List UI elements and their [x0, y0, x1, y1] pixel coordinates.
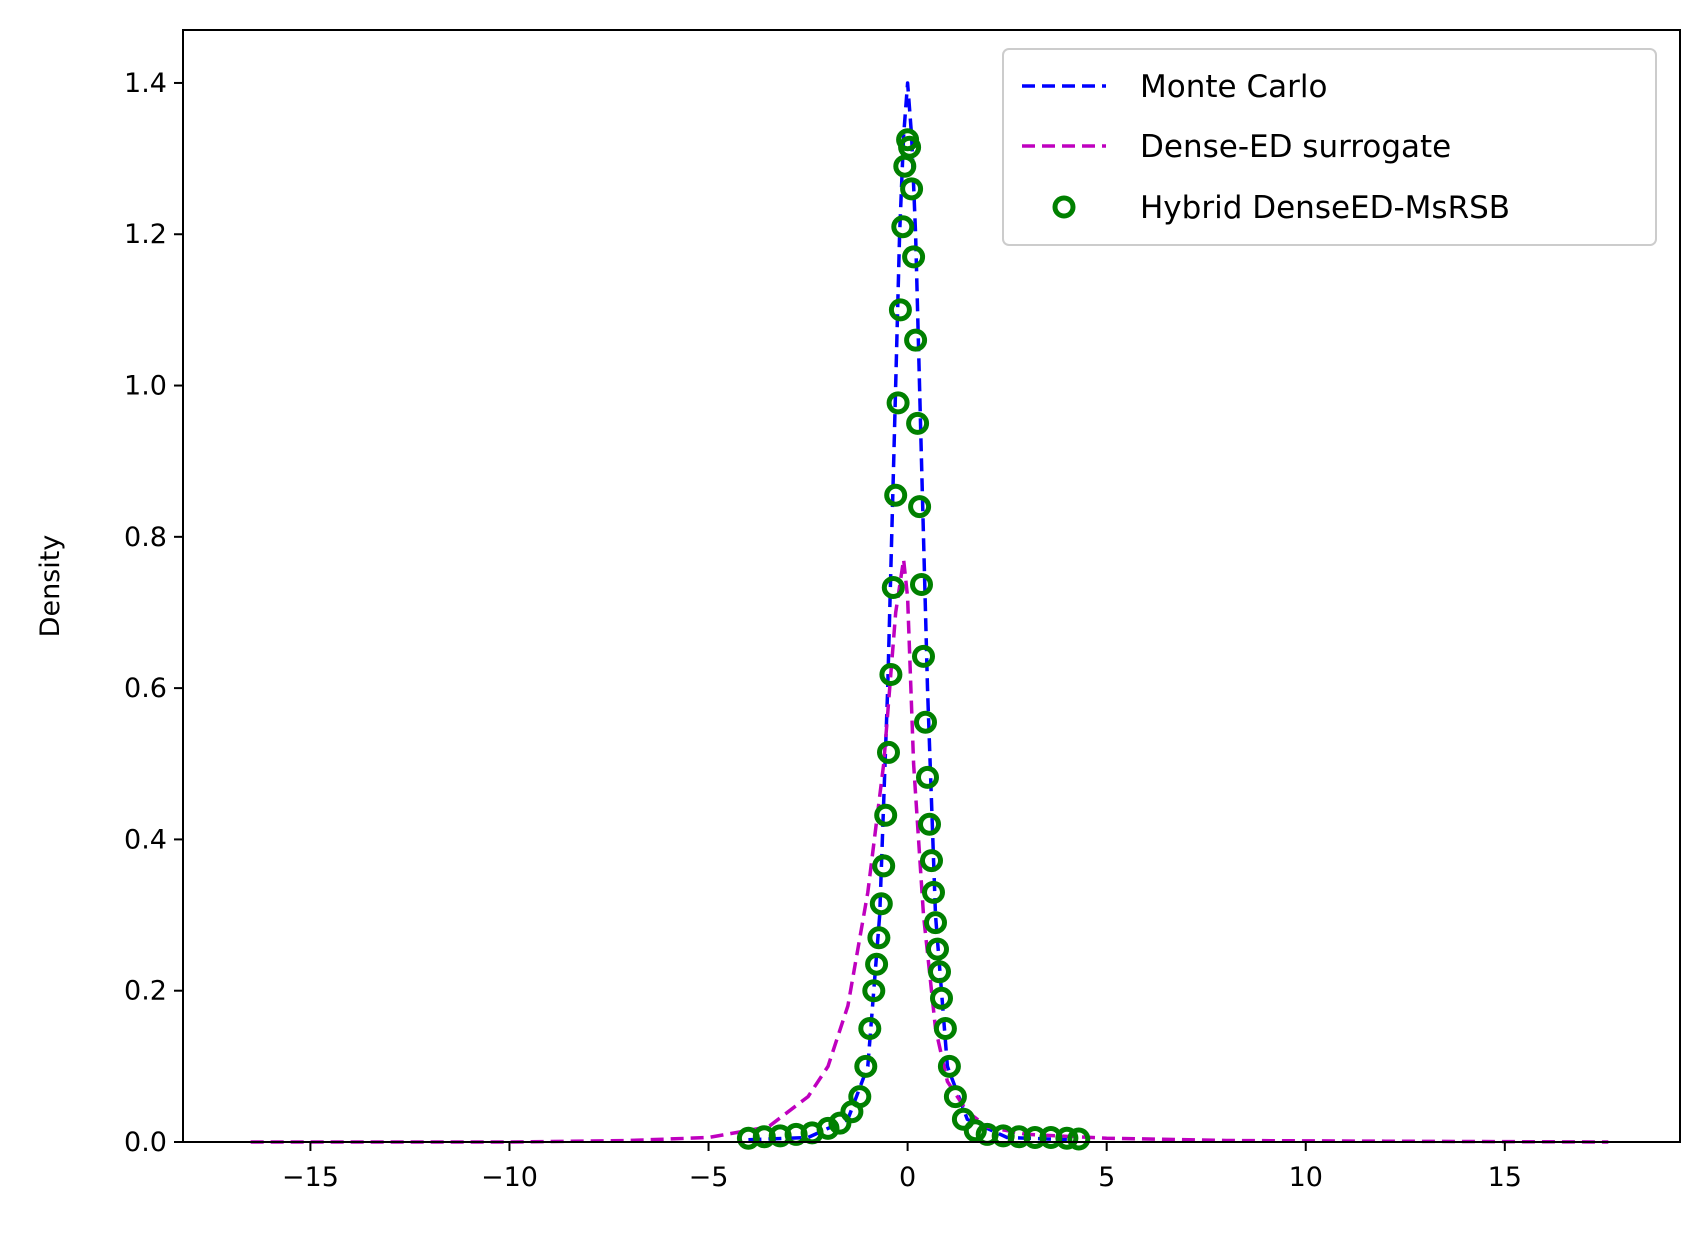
data-point: [867, 926, 891, 950]
legend-box: [1002, 48, 1657, 246]
y-axis-label: Density: [35, 535, 66, 638]
legend: Monte Carlo Dense-ED surrogate Hybrid Dens…: [1002, 48, 1657, 246]
y-tick-label: 0.8: [124, 522, 167, 553]
data-point: [891, 215, 915, 239]
legend-entries: Monte Carlo Dense-ED surrogate Hybrid Dens…: [1022, 69, 1510, 226]
data-point: [848, 1085, 872, 1109]
data-point: [914, 710, 937, 734]
data-point: [902, 245, 926, 269]
data-point: [816, 1116, 840, 1140]
data-point: [865, 952, 889, 976]
x-tick-label: −10: [481, 1162, 538, 1193]
data-point: [1067, 1127, 1091, 1151]
data-point: [908, 495, 932, 519]
y-tick-label: 1.4: [124, 68, 167, 99]
data-point: [854, 1054, 878, 1078]
legend-label: Hybrid DenseED-MsRSB: [1140, 190, 1510, 226]
data-point: [924, 911, 947, 935]
x-tick-label: −15: [282, 1162, 339, 1193]
data-point: [828, 1111, 852, 1135]
y-tick-label: 0.0: [124, 1127, 167, 1158]
data-point: [900, 177, 924, 201]
series-layer: [250, 81, 1609, 1151]
data-point: [877, 740, 900, 764]
data-point: [881, 576, 905, 599]
data-point: [869, 892, 893, 916]
data-point: [898, 135, 922, 159]
data-point: [904, 328, 928, 352]
x-tick-label: 5: [1098, 1162, 1115, 1193]
data-point: [943, 1085, 967, 1109]
data-point: [951, 1107, 975, 1131]
y-tick-label: 1.0: [124, 371, 167, 402]
data-point: [916, 765, 939, 789]
data-point: [910, 573, 933, 596]
data-point: [922, 880, 945, 904]
y-tick-label: 0.6: [124, 673, 167, 704]
data-point: [879, 663, 903, 686]
data-point: [884, 483, 908, 507]
data-point: [1055, 1126, 1079, 1150]
data-point: [918, 812, 941, 836]
data-point: [926, 937, 949, 961]
y-tick-label: 1.2: [124, 219, 167, 250]
data-point: [862, 979, 886, 1003]
data-point: [872, 854, 896, 878]
x-tick-label: 0: [899, 1162, 916, 1193]
x-tick-label: −5: [689, 1162, 729, 1193]
data-point: [874, 803, 898, 827]
data-point: [858, 1017, 882, 1040]
legend-swatch: [1052, 195, 1076, 219]
data-point: [937, 1054, 961, 1078]
data-point: [912, 644, 935, 668]
data-point: [886, 391, 910, 415]
data-point: [930, 986, 953, 1010]
data-point: [933, 1017, 957, 1040]
data-point: [920, 849, 943, 873]
x-tick-label: 10: [1289, 1162, 1323, 1193]
data-point: [928, 960, 951, 984]
x-axis: −15 −10 −5 0 5 10 15: [282, 1142, 1522, 1193]
legend-label: Dense-ED surrogate: [1140, 129, 1451, 165]
data-point: [888, 298, 912, 322]
y-tick-label: 0.2: [124, 976, 167, 1007]
data-point: [963, 1119, 987, 1143]
plot-frame: [182, 29, 1681, 1143]
x-tick-label: 15: [1488, 1162, 1522, 1193]
series-line-monte-carlo: [748, 81, 1067, 1142]
data-point: [906, 411, 930, 435]
y-tick-label: 0.4: [124, 824, 167, 855]
y-axis: 0.0 0.2 0.4 0.6 0.8 1.0 1.2 1.4: [124, 68, 183, 1158]
legend-label: Monte Carlo: [1140, 69, 1327, 105]
